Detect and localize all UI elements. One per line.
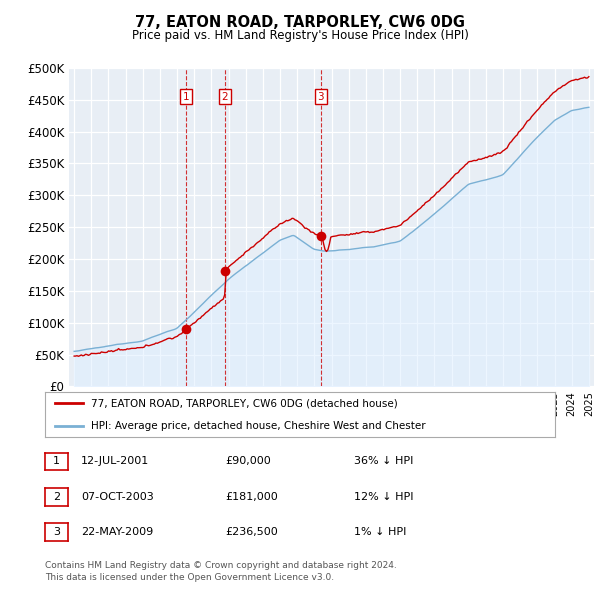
Text: £236,500: £236,500 [225,527,278,537]
Text: This data is licensed under the Open Government Licence v3.0.: This data is licensed under the Open Gov… [45,572,334,582]
Text: 36% ↓ HPI: 36% ↓ HPI [354,457,413,466]
Text: 12% ↓ HPI: 12% ↓ HPI [354,492,413,502]
Text: 77, EATON ROAD, TARPORLEY, CW6 0DG (detached house): 77, EATON ROAD, TARPORLEY, CW6 0DG (deta… [91,398,398,408]
Text: Contains HM Land Registry data © Crown copyright and database right 2024.: Contains HM Land Registry data © Crown c… [45,560,397,570]
Text: 3: 3 [317,91,324,101]
Text: 22-MAY-2009: 22-MAY-2009 [81,527,153,537]
Text: £181,000: £181,000 [225,492,278,502]
Text: Price paid vs. HM Land Registry's House Price Index (HPI): Price paid vs. HM Land Registry's House … [131,30,469,42]
Text: £90,000: £90,000 [225,457,271,466]
Text: 2: 2 [53,492,60,502]
Text: 77, EATON ROAD, TARPORLEY, CW6 0DG: 77, EATON ROAD, TARPORLEY, CW6 0DG [135,15,465,30]
Text: 12-JUL-2001: 12-JUL-2001 [81,457,149,466]
Text: HPI: Average price, detached house, Cheshire West and Chester: HPI: Average price, detached house, Ches… [91,421,425,431]
Text: 1: 1 [183,91,190,101]
Text: 3: 3 [53,527,60,537]
Text: 2: 2 [221,91,229,101]
Text: 1% ↓ HPI: 1% ↓ HPI [354,527,406,537]
Text: 07-OCT-2003: 07-OCT-2003 [81,492,154,502]
Text: 1: 1 [53,457,60,466]
